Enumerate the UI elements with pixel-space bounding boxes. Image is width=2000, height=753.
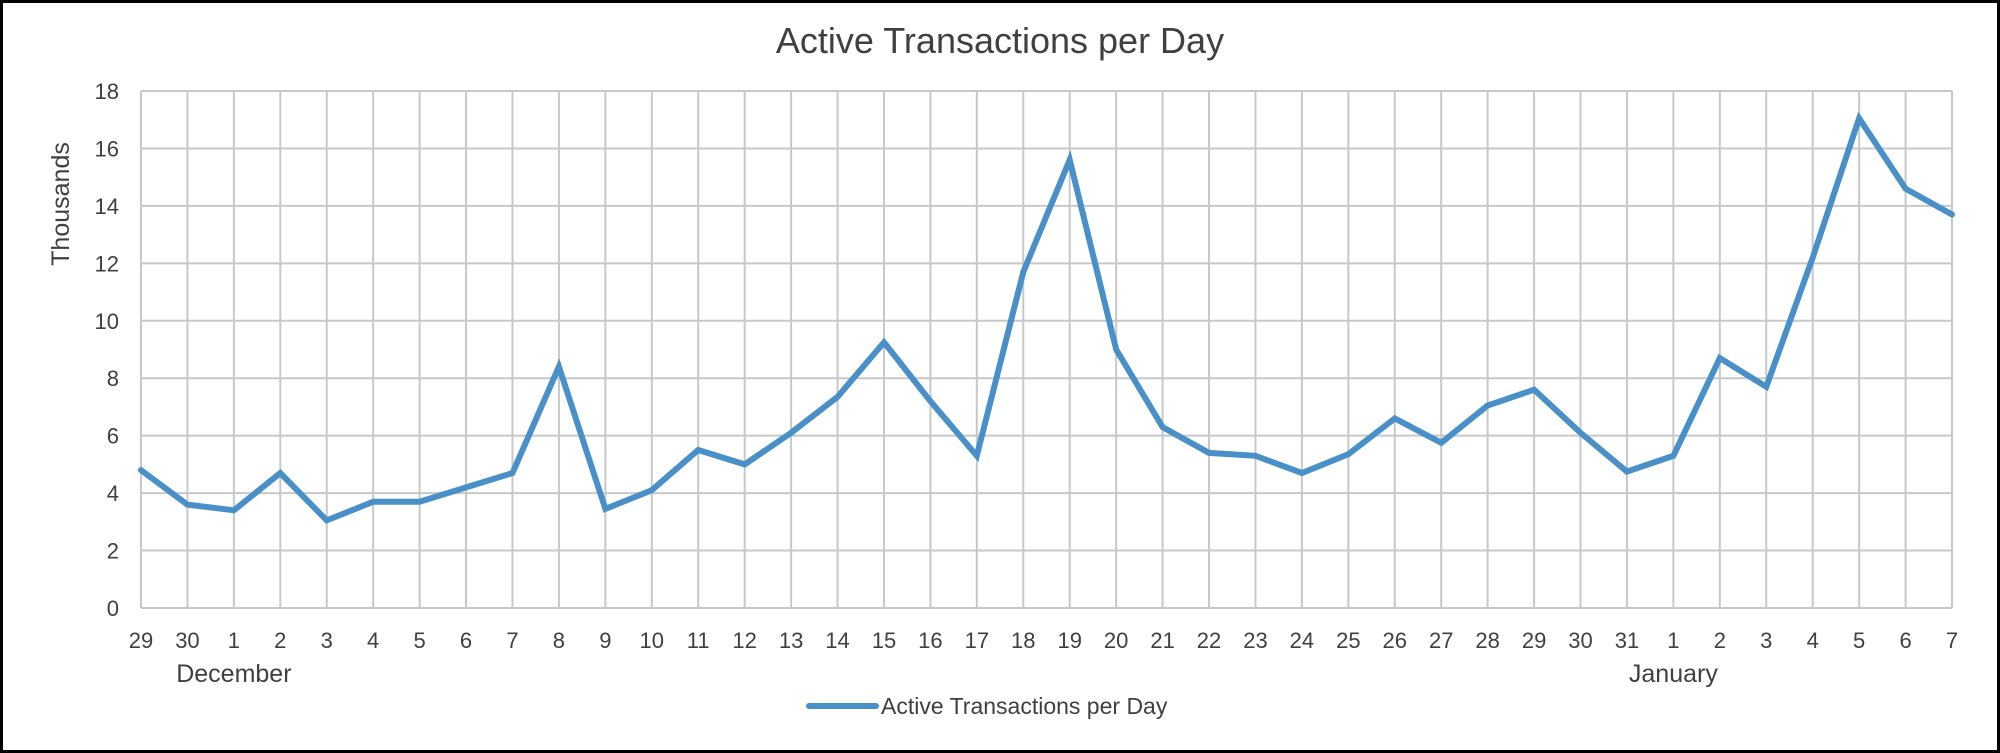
x-tick-label: 31: [1615, 628, 1639, 653]
x-tick-label: 3: [1760, 628, 1772, 653]
x-tick-label: 27: [1429, 628, 1453, 653]
x-tick-label: 1: [228, 628, 240, 653]
x-tick-label: 17: [965, 628, 989, 653]
x-tick-label: 21: [1150, 628, 1174, 653]
x-tick-label: 5: [1853, 628, 1865, 653]
x-tick-label: 29: [129, 628, 153, 653]
x-tick-label: 20: [1104, 628, 1128, 653]
x-tick-label: 24: [1290, 628, 1314, 653]
series-line: [138, 111, 1955, 524]
x-tick-label: 1: [1667, 628, 1679, 653]
series-layer: [138, 111, 1955, 524]
grid: [140, 90, 1953, 609]
x-tick-label: 22: [1197, 628, 1221, 653]
x-tick-label: 16: [918, 628, 942, 653]
x-tick-label: 23: [1243, 628, 1267, 653]
x-tick-label: 3: [321, 628, 333, 653]
y-axis-ticks: 0 2 4 6 8 10 12 14 16 18: [95, 79, 119, 621]
y-tick-label: 0: [107, 596, 119, 621]
x-tick-label: 28: [1475, 628, 1499, 653]
line-chart: Active Transactions per Day 024681012141…: [47, 20, 1958, 719]
x-tick-label: 7: [1946, 628, 1958, 653]
x-tick-label: 26: [1383, 628, 1407, 653]
x-tick-label: 19: [1057, 628, 1081, 653]
x-tick-label: 14: [825, 628, 849, 653]
x-tick-label: 6: [460, 628, 472, 653]
y-tick-label: 12: [95, 251, 119, 276]
y-tick-label: 8: [107, 366, 119, 391]
month-label: January: [1629, 660, 1718, 688]
chart-title: Active Transactions per Day: [776, 20, 1224, 61]
x-tick-label: 4: [367, 628, 379, 653]
legend-label: Active Transactions per Day: [881, 693, 1168, 719]
y-tick-label: 10: [95, 309, 119, 334]
x-tick-label: 2: [274, 628, 286, 653]
x-tick-label: 12: [732, 628, 756, 653]
y-axis-label: Thousands: [47, 142, 75, 266]
y-tick-label: 4: [107, 481, 119, 506]
x-tick-label: 5: [413, 628, 425, 653]
x-tick-label: 4: [1807, 628, 1819, 653]
x-axis-ticks: 29 30 1 2 3 4 5 6 7 8 9 10 11 12 13 14 15 16 17 18 19 20 21 22 2…: [129, 628, 1958, 653]
x-tick-label: 29: [1522, 628, 1546, 653]
x-tick-label: 18: [1011, 628, 1035, 653]
y-tick-label: 14: [95, 194, 119, 219]
y-tick-label: 2: [107, 539, 119, 564]
x-tick-label: 11: [687, 628, 710, 653]
x-tick-label: 6: [1899, 628, 1911, 653]
x-tick-label: 7: [506, 628, 518, 653]
x-tick-label: 25: [1336, 628, 1360, 653]
y-tick-label: 18: [95, 79, 119, 104]
x-tick-label: 30: [1568, 628, 1592, 653]
x-tick-label: 2: [1714, 628, 1726, 653]
x-tick-label: 10: [640, 628, 664, 653]
x-tick-label: 9: [599, 628, 611, 653]
x-tick-label: 13: [779, 628, 803, 653]
y-tick-label: 6: [107, 424, 119, 449]
x-tick-label: 15: [872, 628, 896, 653]
y-tick-label: 16: [95, 136, 119, 161]
x-tick-label: 8: [553, 628, 565, 653]
month-label: December: [176, 660, 291, 688]
month-labels: December January: [176, 660, 1718, 688]
x-tick-label: 30: [175, 628, 199, 653]
legend: Active Transactions per Day: [806, 693, 1168, 719]
